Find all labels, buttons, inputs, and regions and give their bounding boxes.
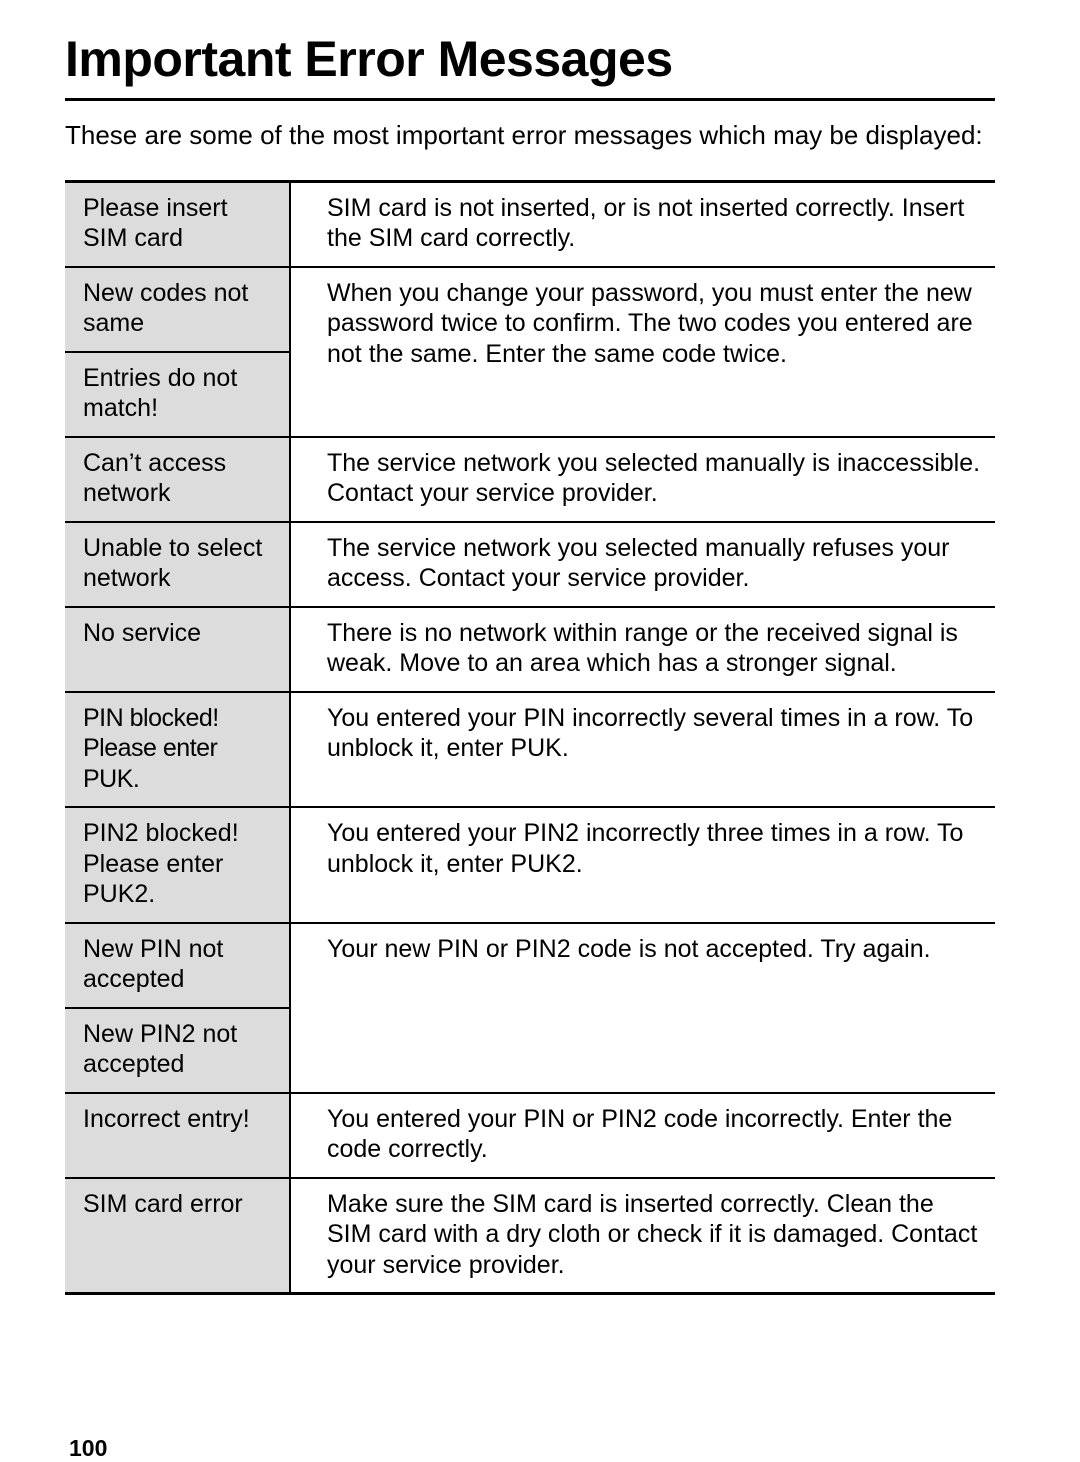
error-message-cell: Entries do not match! (65, 352, 290, 437)
error-message-cell: New PIN2 not accepted (65, 1008, 290, 1093)
error-message-cell: No service (65, 607, 290, 692)
error-description-cell: The service network you selected manuall… (290, 522, 995, 607)
table-row: Please insert SIM card SIM card is not i… (65, 181, 995, 267)
table-row: Incorrect entry! You entered your PIN or… (65, 1093, 995, 1178)
error-description-cell: Make sure the SIM card is inserted corre… (290, 1178, 995, 1294)
table-row: New PIN not accepted Your new PIN or PIN… (65, 923, 995, 1008)
error-message-cell: PIN2 blocked! Please enter PUK2. (65, 807, 290, 923)
page-number: 100 (69, 1435, 995, 1462)
table-row: No service There is no network within ra… (65, 607, 995, 692)
intro-paragraph: These are some of the most important err… (65, 119, 995, 152)
table-row: PIN blocked! Please enter PUK. You enter… (65, 692, 995, 808)
error-message-cell: Please insert SIM card (65, 181, 290, 267)
error-description-cell: You entered your PIN or PIN2 code incorr… (290, 1093, 995, 1178)
table-row: Unable to select network The service net… (65, 522, 995, 607)
error-message-cell: PIN blocked! Please enter PUK. (65, 692, 290, 808)
error-message-cell: Can’t access network (65, 437, 290, 522)
error-description-cell: The service network you selected manuall… (290, 437, 995, 522)
table-row: PIN2 blocked! Please enter PUK2. You ent… (65, 807, 995, 923)
error-description-cell: There is no network within range or the … (290, 607, 995, 692)
table-row: SIM card error Make sure the SIM card is… (65, 1178, 995, 1294)
error-message-cell: Unable to select network (65, 522, 290, 607)
error-description-cell: When you change your password, you must … (290, 267, 995, 437)
error-description-cell: Your new PIN or PIN2 code is not accepte… (290, 923, 995, 1093)
error-message-cell: New PIN not accepted (65, 923, 290, 1008)
error-messages-table: Please insert SIM card SIM card is not i… (65, 180, 995, 1296)
error-description-cell: You entered your PIN2 incorrectly three … (290, 807, 995, 923)
table-row: Can’t access network The service network… (65, 437, 995, 522)
error-message-cell: Incorrect entry! (65, 1093, 290, 1178)
error-description-cell: You entered your PIN incorrectly several… (290, 692, 995, 808)
error-description-cell: SIM card is not inserted, or is not inse… (290, 181, 995, 267)
page-title: Important Error Messages (65, 30, 995, 101)
error-message-cell: SIM card error (65, 1178, 290, 1294)
table-row: New codes not same When you change your … (65, 267, 995, 352)
error-message-cell: New codes not same (65, 267, 290, 352)
document-page: Important Error Messages These are some … (0, 0, 1080, 1462)
